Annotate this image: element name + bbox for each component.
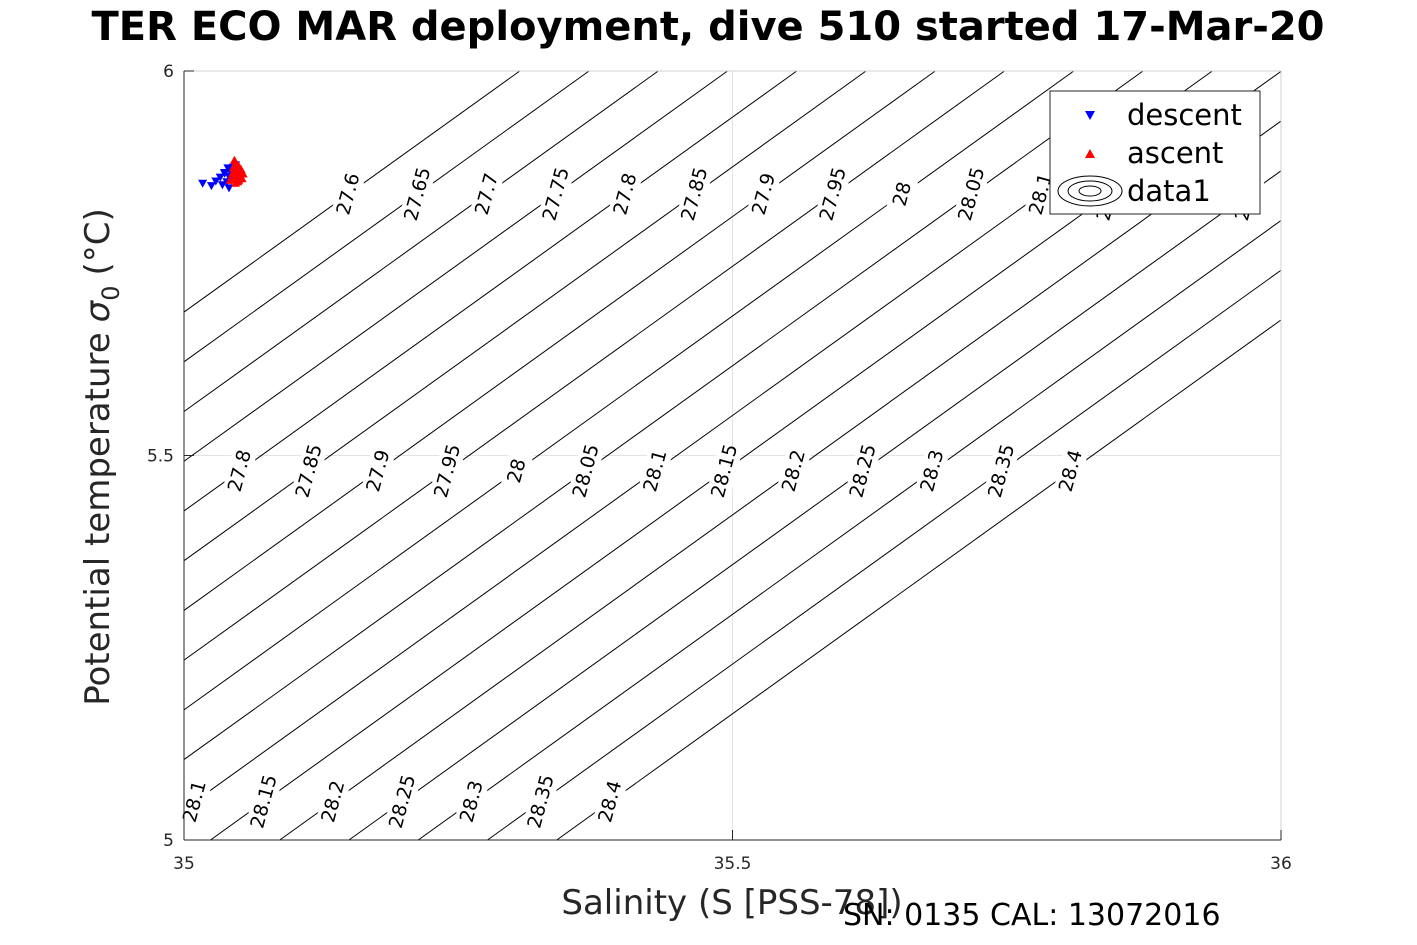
contour-label-bg bbox=[844, 442, 882, 500]
ascent-point-12 bbox=[229, 155, 239, 164]
contour-line-3 bbox=[183, 70, 728, 462]
contour-label-bg bbox=[983, 442, 1020, 500]
descent-point-18 bbox=[224, 184, 234, 193]
contour-label-bg bbox=[676, 165, 713, 223]
contour-label-bg bbox=[245, 773, 283, 830]
legend-descent-label: descent bbox=[1127, 98, 1242, 132]
contour-label-bg bbox=[176, 773, 214, 830]
x-tick-label-1: 35.5 bbox=[714, 854, 752, 874]
contour-label-bg bbox=[384, 773, 421, 830]
data-points bbox=[198, 155, 248, 193]
contour-label-bg bbox=[745, 165, 783, 223]
contour-line-7 bbox=[183, 70, 1005, 661]
contour-label-bg bbox=[522, 773, 560, 830]
x-tick-label-0: 35 bbox=[173, 854, 195, 874]
contour-line-4 bbox=[183, 70, 798, 512]
contour-label-bg bbox=[914, 442, 951, 500]
contour-label-bg bbox=[537, 165, 575, 223]
contour-label-bg bbox=[637, 442, 674, 500]
descent-point-19 bbox=[220, 169, 230, 178]
contour-label-bg bbox=[567, 442, 605, 500]
y-axis-label-symbol: σ bbox=[78, 299, 118, 322]
legend: descent ascent data1 bbox=[1049, 90, 1261, 215]
descent-point-3 bbox=[215, 173, 225, 182]
legend-box bbox=[1049, 90, 1261, 215]
legend-data1-label: data1 bbox=[1127, 174, 1211, 208]
contour-line-15 bbox=[487, 269, 1282, 841]
ascent-point-15 bbox=[236, 168, 246, 177]
legend-ascent-marker bbox=[1085, 149, 1095, 158]
tick-labels: 35 35.5 36 5 5.5 6 bbox=[147, 62, 1292, 874]
y-axis-label-text: Potential temperature bbox=[78, 332, 118, 705]
contour-label-bg bbox=[953, 165, 990, 223]
contour-label-bg bbox=[814, 165, 852, 223]
contour-line-16 bbox=[556, 319, 1282, 841]
contour-line-6 bbox=[183, 70, 936, 611]
contour-label-bg bbox=[290, 442, 328, 500]
contour-label-bg bbox=[498, 442, 536, 500]
x-tick-label-2: 36 bbox=[1270, 854, 1292, 874]
ascent-point-16 bbox=[233, 161, 243, 170]
contour-line-14 bbox=[417, 220, 1282, 841]
legend-ascent-label: ascent bbox=[1127, 136, 1223, 170]
x-axis-label: Salinity (S [PSS-78]) bbox=[561, 883, 902, 923]
y-tick-label-2: 6 bbox=[163, 62, 174, 82]
contour-label-bg bbox=[468, 165, 506, 223]
legend-contour-icon bbox=[1057, 175, 1123, 207]
descent-point-2 bbox=[211, 177, 221, 186]
ascent-point-17 bbox=[231, 178, 241, 187]
legend-descent-marker bbox=[1085, 111, 1095, 120]
contour-label-bg bbox=[1052, 442, 1090, 500]
contour-label-bg bbox=[453, 773, 491, 830]
contour-line-1 bbox=[183, 70, 590, 363]
contour-line-8 bbox=[183, 70, 1075, 711]
contour-label-bg bbox=[221, 442, 259, 500]
contour-label-bg bbox=[607, 165, 644, 223]
y-tick-label-1: 5.5 bbox=[147, 447, 174, 467]
contour-label-bg bbox=[429, 442, 466, 500]
contour-line-13 bbox=[348, 170, 1282, 841]
y-tick-label-0: 5 bbox=[163, 831, 174, 851]
contour-label-bg bbox=[706, 442, 743, 500]
descent-point-4 bbox=[217, 181, 227, 190]
contour-label-bg bbox=[775, 442, 813, 500]
contour-label-bg bbox=[884, 165, 921, 223]
contour-label-bg bbox=[314, 773, 352, 830]
footer-serial: SN: 0135 CAL: 13072016 bbox=[843, 898, 1221, 933]
contour-label-bg bbox=[399, 165, 436, 223]
y-axis-label-unit: (°C) bbox=[78, 208, 118, 275]
descent-point-0 bbox=[198, 179, 208, 188]
contour-label-bg bbox=[330, 165, 367, 223]
y-axis-label: Potential temperature σ0 (°C) bbox=[78, 208, 125, 706]
contour-line-2 bbox=[183, 70, 659, 412]
y-axis-label-subscript: 0 bbox=[97, 285, 125, 300]
contour-label-bg bbox=[591, 773, 629, 830]
contour-label-bg bbox=[360, 442, 397, 500]
descent-point-1 bbox=[206, 182, 216, 191]
chart-title: TER ECO MAR deployment, dive 510 started… bbox=[91, 4, 1325, 50]
